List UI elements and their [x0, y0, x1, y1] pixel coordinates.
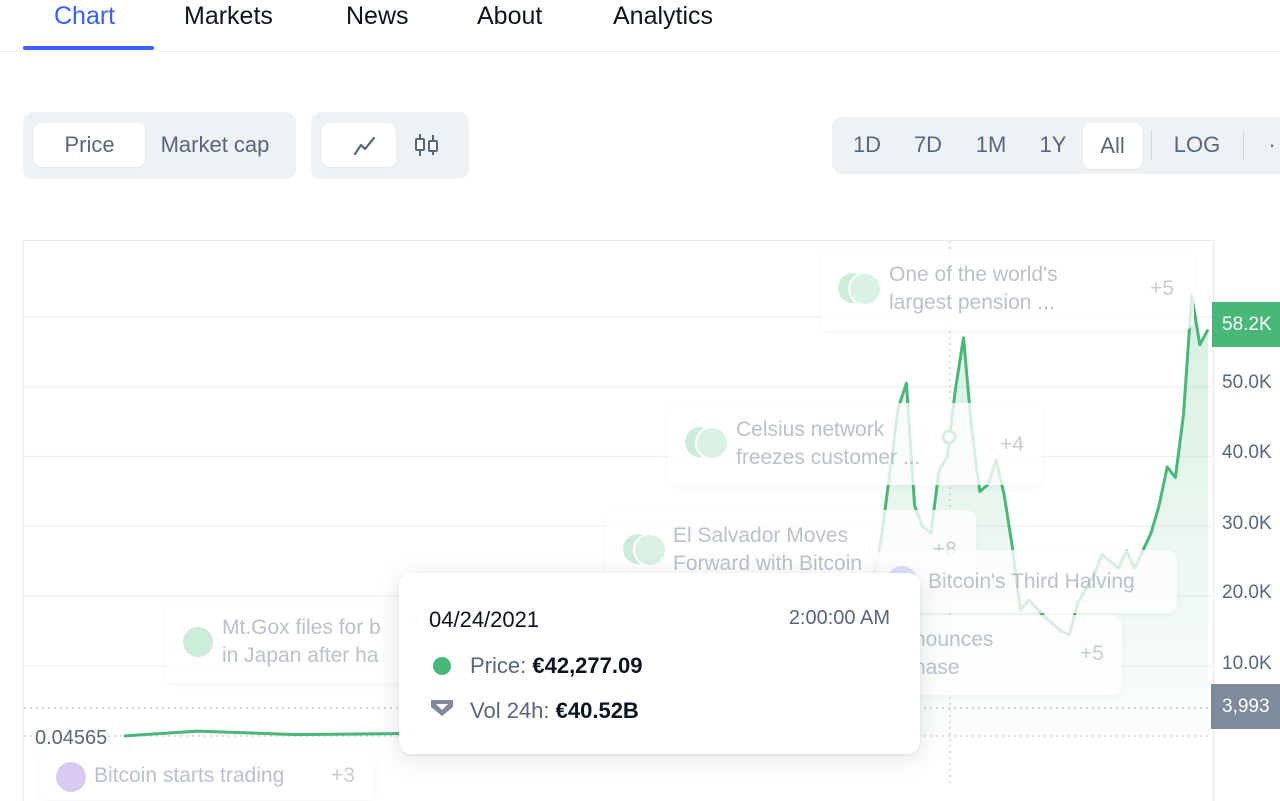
- tooltip-date: 04/24/2021: [429, 607, 539, 633]
- price-value: €42,277.09: [532, 653, 642, 678]
- event-count: +5: [1150, 275, 1174, 303]
- y-tick-label: 30.0K: [1222, 513, 1272, 535]
- event-title: El Salvador Moves: [673, 522, 848, 550]
- event-count: +3: [331, 762, 355, 790]
- current-price-tag: 58.2K: [1212, 302, 1280, 347]
- price-legend-dot: [433, 657, 451, 675]
- volume-value: €40.52B: [556, 698, 639, 723]
- event-title: Mt.Gox files for b: [222, 614, 381, 642]
- y-tick-label: 20.0K: [1222, 582, 1272, 604]
- document-icon: [695, 426, 729, 460]
- tooltip-volume: Vol 24h: €40.52B: [470, 698, 639, 724]
- chart-tooltip: 04/24/2021 2:00:00 AM Price: €42,277.09 …: [399, 573, 920, 754]
- event-subtitle: hase: [914, 654, 960, 682]
- event-title: nounces: [914, 626, 993, 654]
- event-count: +5: [1080, 640, 1104, 668]
- clock-icon: [56, 762, 86, 792]
- event-card[interactable]: Bitcoin's Third Halving: [875, 550, 1177, 613]
- low-value-label: 0.04565: [35, 727, 107, 750]
- event-card[interactable]: One of the world's largest pension ... +…: [821, 251, 1194, 330]
- tooltip-time: 2:00:00 AM: [789, 607, 890, 630]
- event-subtitle: in Japan after ha: [222, 642, 378, 670]
- event-title: One of the world's: [889, 261, 1058, 289]
- event-title: Bitcoin starts trading: [94, 762, 284, 790]
- low-price-tag: 3,993: [1211, 684, 1280, 729]
- y-tick-label: 50.0K: [1222, 372, 1272, 394]
- event-card[interactable]: Bitcoin starts trading +3: [40, 750, 375, 800]
- event-title: Celsius network: [736, 416, 884, 444]
- volume-icon: [429, 697, 455, 719]
- event-count: +4: [1000, 431, 1024, 459]
- tooltip-price: Price: €42,277.09: [470, 653, 642, 679]
- event-title: Bitcoin's Third Halving: [928, 568, 1135, 596]
- document-icon: [183, 627, 213, 657]
- event-card[interactable]: Mt.Gox files for b in Japan after ha: [166, 601, 426, 683]
- y-tick-label: 40.0K: [1222, 442, 1272, 464]
- y-tick-label: 10.0K: [1222, 653, 1272, 675]
- document-icon: [848, 272, 882, 306]
- price-label: Price:: [470, 653, 532, 678]
- event-card[interactable]: Celsius network freezes customer ... +4: [668, 403, 1042, 485]
- event-subtitle: largest pension ...: [889, 289, 1055, 317]
- document-icon: [633, 533, 667, 567]
- event-subtitle: freezes customer ...: [736, 444, 920, 472]
- volume-label: Vol 24h:: [470, 698, 556, 723]
